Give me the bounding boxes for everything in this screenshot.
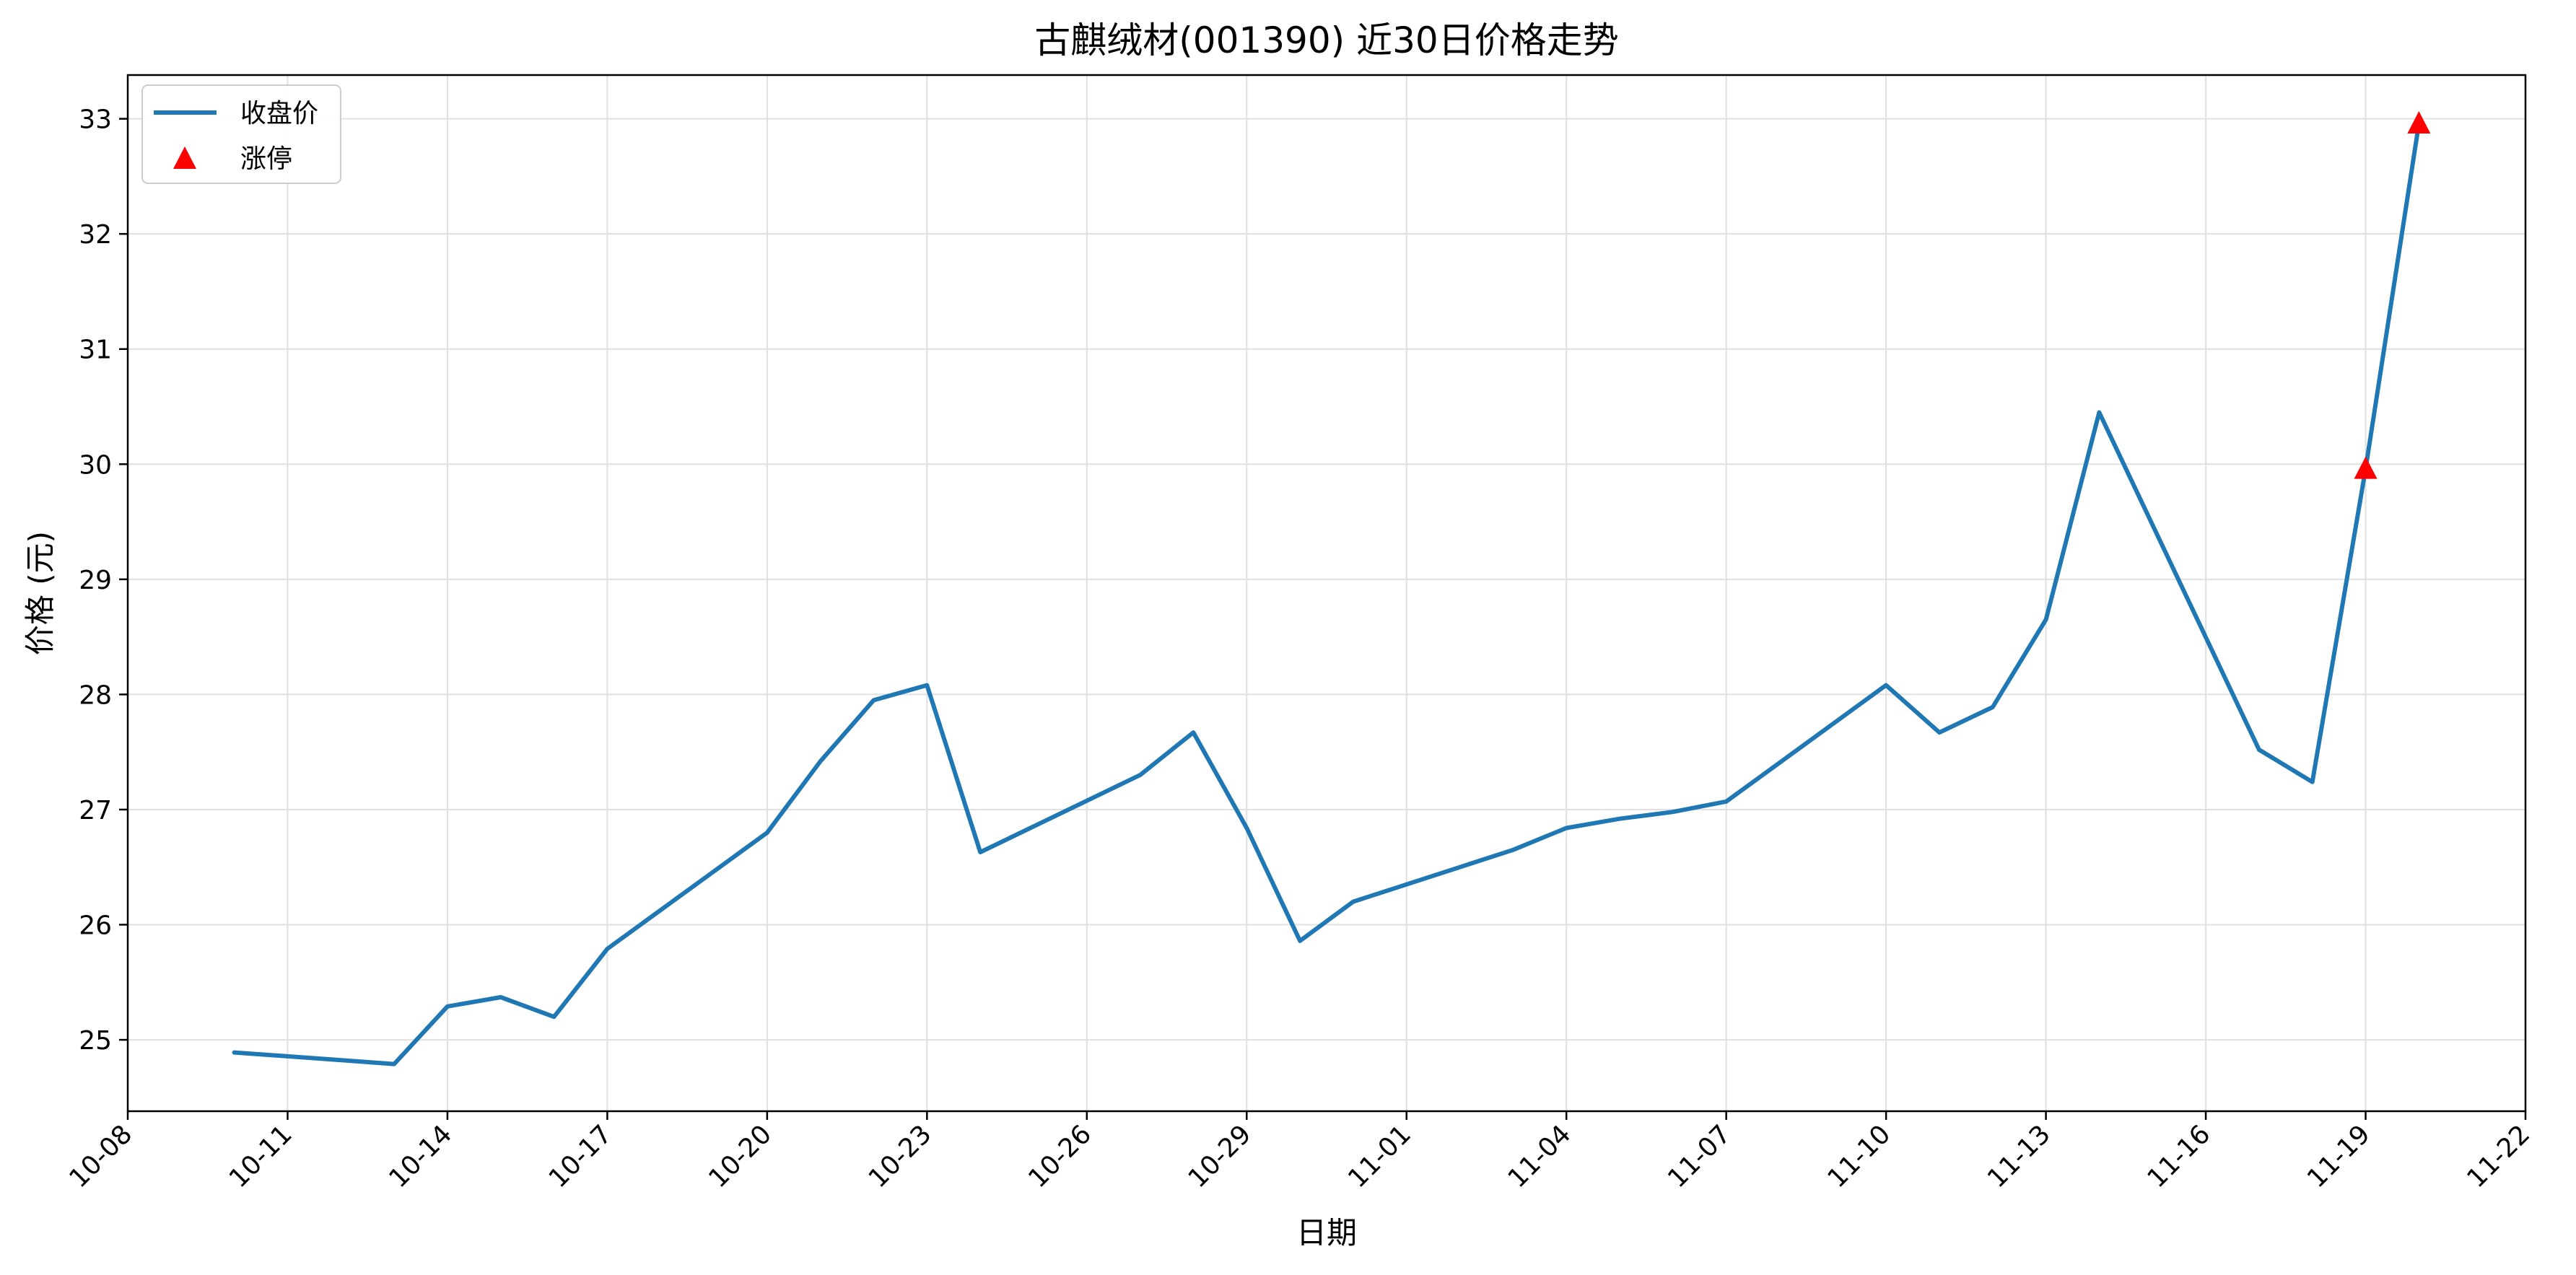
chart-title: 古麒绒材(001390) 近30日价格走势 — [1034, 19, 1618, 61]
series-layer — [232, 121, 2422, 1066]
y-axis: 25 26 27 28 29 30 31 32 33 — [79, 105, 128, 1056]
y-tick-label: 30 — [79, 450, 112, 480]
marker-layer — [2354, 111, 2431, 479]
y-tick-label: 32 — [79, 220, 112, 250]
limit-up-marker — [2354, 456, 2378, 479]
y-tick-label: 28 — [79, 680, 112, 710]
y-tick-label: 26 — [79, 911, 112, 941]
y-tick-label: 29 — [79, 566, 112, 595]
limit-up-marker — [2407, 111, 2431, 134]
y-tick-label: 27 — [79, 796, 112, 825]
y-tick-label: 33 — [79, 105, 112, 135]
legend: 收盘价 涨停 — [141, 84, 341, 184]
legend-label-close: 收盘价 — [240, 99, 318, 128]
x-axis-label: 日期 — [1296, 1215, 1357, 1250]
legend-label-limit-up: 涨停 — [240, 144, 292, 174]
legend-triangle-marker — [173, 146, 196, 169]
y-tick-label: 25 — [79, 1026, 112, 1056]
legend-box — [141, 84, 341, 184]
close-price-line — [232, 121, 2422, 1066]
plot-frame — [126, 74, 2527, 1113]
y-axis-label: 价格 (元) — [22, 531, 58, 655]
y-tick-label: 31 — [79, 336, 112, 365]
